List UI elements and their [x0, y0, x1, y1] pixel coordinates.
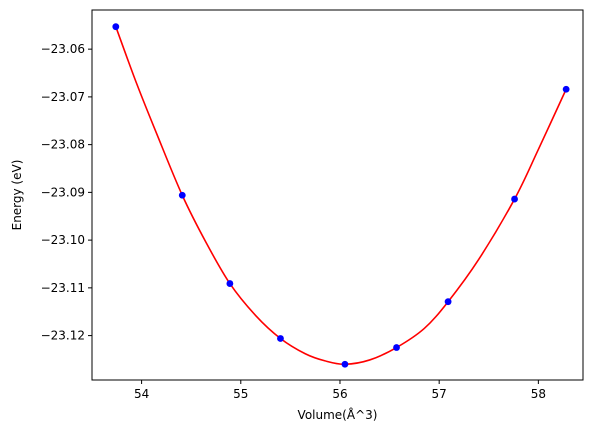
data-point [178, 191, 186, 199]
axes-frame [91, 9, 584, 381]
axes: 54 55 56 57 58 −23.12 −23.11 −23.10 −23.09 −23.08… [41, 9, 584, 401]
data-point [444, 298, 452, 306]
x-tick-label: 58 [531, 387, 546, 401]
x-tick-label: 57 [432, 387, 447, 401]
y-tick-label: −23.08 [41, 138, 85, 152]
y-axis-label: Energy (eV) [10, 160, 24, 231]
x-tick-label: 56 [332, 387, 347, 401]
y-tick-label: −23.11 [41, 281, 85, 295]
data-point [277, 335, 284, 342]
data-point [562, 85, 570, 93]
data-point [511, 195, 518, 203]
plot-area [112, 23, 570, 368]
y-tick-label: −23.09 [41, 185, 85, 199]
data-point [393, 344, 400, 351]
y-tick-label: −23.10 [41, 233, 85, 247]
data-point [226, 280, 234, 287]
data-point [341, 360, 349, 368]
y-tick-label: −23.12 [41, 329, 85, 343]
y-tick-label: −23.06 [41, 42, 85, 56]
x-axis-label: Volume(Å^3) [298, 407, 378, 422]
y-tick-label: −23.07 [41, 90, 85, 104]
plot-marks [112, 23, 570, 368]
data-point [112, 23, 120, 31]
x-tick-label: 54 [134, 387, 149, 401]
x-tick-label: 55 [233, 387, 248, 401]
